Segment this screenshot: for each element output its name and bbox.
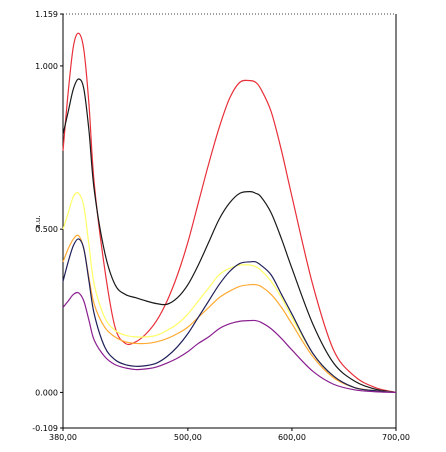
series-line-6 <box>62 291 397 394</box>
x-tick-label: 600,00 <box>278 433 306 442</box>
y-axis: 1.159 1.000 0.500 0.000 -0.109 <box>32 10 63 433</box>
series-line-3 <box>62 192 397 394</box>
series-line-2 <box>62 78 397 394</box>
x-tick-label: 500,00 <box>174 433 202 442</box>
y-tick-label: 0.500 <box>35 225 58 234</box>
y-tick-label: 1.000 <box>35 62 58 71</box>
series-line-5 <box>62 238 397 394</box>
y-tick-label: 1.159 <box>35 10 58 19</box>
series-group <box>62 32 397 394</box>
plot-frame <box>62 13 397 429</box>
y-tick-label: -0.109 <box>32 424 58 433</box>
x-tick-label: 380,00 <box>49 433 77 442</box>
y-axis-label: a.u. <box>34 215 42 228</box>
series-line-1 <box>62 32 397 393</box>
x-axis: 380,00 500,00 600,00 700,00 <box>49 428 410 442</box>
y-tick-label: 0.000 <box>35 388 58 397</box>
x-tick-label: 700,00 <box>382 433 410 442</box>
